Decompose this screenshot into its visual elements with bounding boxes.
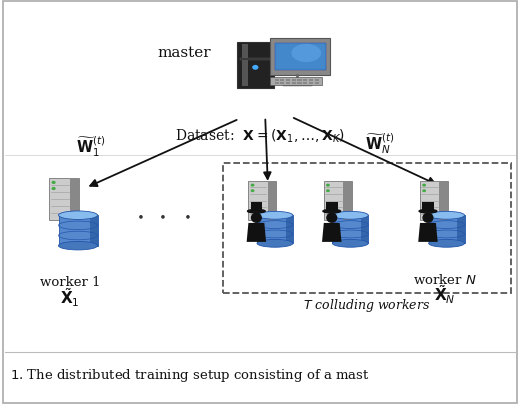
Text: $\bullet\quad\bullet\quad\bullet$: $\bullet\quad\bullet\quad\bullet$: [136, 209, 191, 222]
Text: $\widetilde{\mathbf{W}}_1^{(t)}$: $\widetilde{\mathbf{W}}_1^{(t)}$: [76, 134, 106, 158]
FancyBboxPatch shape: [297, 80, 302, 82]
FancyBboxPatch shape: [280, 80, 284, 82]
Ellipse shape: [323, 210, 341, 213]
FancyBboxPatch shape: [439, 181, 448, 221]
FancyBboxPatch shape: [303, 83, 307, 85]
Ellipse shape: [291, 45, 321, 63]
Circle shape: [51, 181, 56, 185]
Circle shape: [252, 66, 258, 70]
Polygon shape: [246, 224, 266, 242]
FancyBboxPatch shape: [420, 181, 448, 221]
Text: $\tilde{\mathbf{X}}_N$: $\tilde{\mathbf{X}}_N$: [434, 282, 456, 305]
Circle shape: [326, 190, 330, 193]
FancyBboxPatch shape: [343, 181, 352, 221]
FancyBboxPatch shape: [458, 216, 464, 244]
Circle shape: [422, 190, 426, 193]
Circle shape: [251, 190, 254, 193]
Circle shape: [326, 184, 330, 187]
Text: $\widetilde{\mathbf{W}}_N^{(t)}$: $\widetilde{\mathbf{W}}_N^{(t)}$: [365, 132, 394, 156]
Text: $\mathit{1}$. The distributed training setup consisting of a mast: $\mathit{1}$. The distributed training s…: [10, 366, 370, 383]
FancyBboxPatch shape: [242, 45, 248, 87]
Ellipse shape: [428, 240, 464, 247]
FancyBboxPatch shape: [309, 80, 313, 82]
FancyBboxPatch shape: [286, 216, 293, 244]
Text: worker $N$: worker $N$: [413, 273, 476, 286]
Ellipse shape: [332, 240, 368, 247]
Ellipse shape: [257, 212, 293, 220]
FancyBboxPatch shape: [286, 83, 290, 85]
Circle shape: [251, 184, 254, 187]
FancyBboxPatch shape: [70, 179, 79, 221]
Text: $T$ colluding workers: $T$ colluding workers: [303, 296, 431, 313]
Polygon shape: [418, 224, 438, 242]
FancyBboxPatch shape: [315, 83, 319, 85]
Ellipse shape: [327, 214, 336, 223]
FancyBboxPatch shape: [270, 39, 330, 76]
FancyBboxPatch shape: [315, 80, 319, 82]
Ellipse shape: [419, 210, 437, 213]
Text: worker 1: worker 1: [40, 275, 100, 288]
FancyBboxPatch shape: [275, 80, 279, 82]
FancyBboxPatch shape: [428, 216, 464, 244]
FancyBboxPatch shape: [326, 202, 337, 212]
FancyBboxPatch shape: [59, 215, 98, 246]
Text: master: master: [158, 46, 212, 60]
FancyBboxPatch shape: [240, 58, 270, 61]
FancyBboxPatch shape: [49, 179, 79, 221]
Ellipse shape: [332, 212, 368, 220]
FancyBboxPatch shape: [292, 80, 296, 82]
FancyBboxPatch shape: [286, 80, 290, 82]
Ellipse shape: [59, 242, 98, 250]
Ellipse shape: [59, 211, 98, 220]
FancyBboxPatch shape: [280, 83, 284, 85]
FancyBboxPatch shape: [361, 216, 368, 244]
FancyBboxPatch shape: [292, 83, 296, 85]
Ellipse shape: [423, 214, 433, 223]
FancyBboxPatch shape: [324, 181, 352, 221]
FancyBboxPatch shape: [275, 83, 279, 85]
FancyBboxPatch shape: [303, 80, 307, 82]
FancyBboxPatch shape: [422, 202, 434, 212]
FancyBboxPatch shape: [268, 181, 276, 221]
Ellipse shape: [252, 214, 261, 223]
Text: Dataset:  $\mathbf{X} = (\mathbf{X}_1, \ldots, \mathbf{X}_K)$: Dataset: $\mathbf{X} = (\mathbf{X}_1, \l…: [175, 127, 345, 144]
FancyBboxPatch shape: [90, 215, 98, 246]
Polygon shape: [322, 224, 342, 242]
FancyBboxPatch shape: [270, 78, 322, 86]
FancyBboxPatch shape: [297, 83, 302, 85]
Ellipse shape: [257, 240, 293, 247]
FancyBboxPatch shape: [251, 202, 262, 212]
Circle shape: [51, 188, 56, 191]
FancyBboxPatch shape: [309, 83, 313, 85]
Ellipse shape: [428, 212, 464, 220]
FancyBboxPatch shape: [275, 44, 326, 71]
FancyBboxPatch shape: [257, 216, 293, 244]
FancyBboxPatch shape: [249, 181, 276, 221]
Text: $\tilde{\mathbf{X}}_1$: $\tilde{\mathbf{X}}_1$: [60, 285, 80, 308]
FancyBboxPatch shape: [332, 216, 368, 244]
FancyBboxPatch shape: [237, 43, 274, 89]
Ellipse shape: [248, 210, 265, 213]
Circle shape: [422, 184, 426, 187]
